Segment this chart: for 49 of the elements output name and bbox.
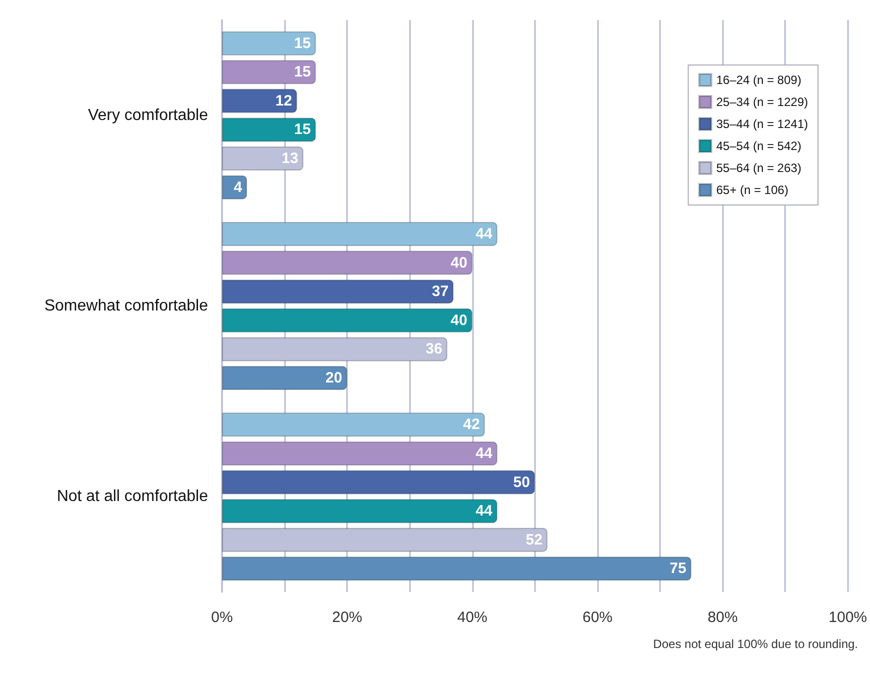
legend-label: 55–64 (n = 263) (716, 161, 802, 175)
bar (222, 88, 298, 113)
bar (222, 118, 316, 142)
data-label: 75 (670, 560, 686, 578)
bar (222, 60, 316, 84)
x-tick-label: 20% (332, 609, 362, 626)
data-label: 15 (294, 121, 311, 138)
x-tick-label: 100% (828, 609, 868, 626)
x-tick-label: 80% (708, 609, 738, 626)
data-label: 50 (513, 474, 530, 491)
x-tick-label: 0% (211, 609, 233, 626)
legend-label: 45–54 (n = 542) (716, 139, 802, 153)
bar (222, 499, 498, 524)
data-label: 4 (234, 178, 243, 196)
data-label: 37 (432, 283, 449, 300)
bar (222, 441, 498, 466)
data-label: 13 (282, 150, 298, 168)
data-label: 40 (450, 312, 468, 329)
x-tick-label: 60% (582, 609, 613, 626)
x-tick-label: 40% (457, 609, 488, 626)
legend-label: 65+ (n = 106) (716, 183, 788, 197)
data-label: 15 (294, 34, 311, 52)
data-label: 12 (275, 92, 292, 110)
data-label: 52 (526, 531, 542, 548)
data-label: 44 (476, 444, 494, 462)
bar (222, 412, 485, 437)
data-label: 15 (294, 64, 311, 81)
bar (222, 250, 472, 275)
data-label: 42 (463, 416, 480, 434)
legend-label: 35–44 (n = 1241) (716, 117, 808, 131)
bar (222, 175, 248, 200)
y-tick-label: Not at all comfortable (56, 488, 208, 506)
data-label: 44 (476, 502, 494, 520)
bar (222, 470, 535, 494)
bar (222, 556, 692, 581)
bar (222, 308, 472, 332)
bar (222, 222, 498, 246)
data-label: 40 (450, 254, 468, 272)
data-label: 44 (476, 226, 494, 242)
data-label: 36 (426, 340, 442, 358)
legend-label: 25–34 (n = 1229) (716, 95, 808, 109)
y-tick-label: Somewhat comfortable (44, 298, 208, 314)
text: Does not equal 100% due to rounding. (653, 637, 858, 651)
bar (222, 280, 454, 304)
legend-label: 16–24 (n = 809) (716, 73, 802, 87)
y-tick-label: Very comfortable (88, 106, 208, 124)
data-label: 20 (325, 370, 342, 386)
bar (222, 31, 316, 56)
bar (222, 366, 348, 390)
